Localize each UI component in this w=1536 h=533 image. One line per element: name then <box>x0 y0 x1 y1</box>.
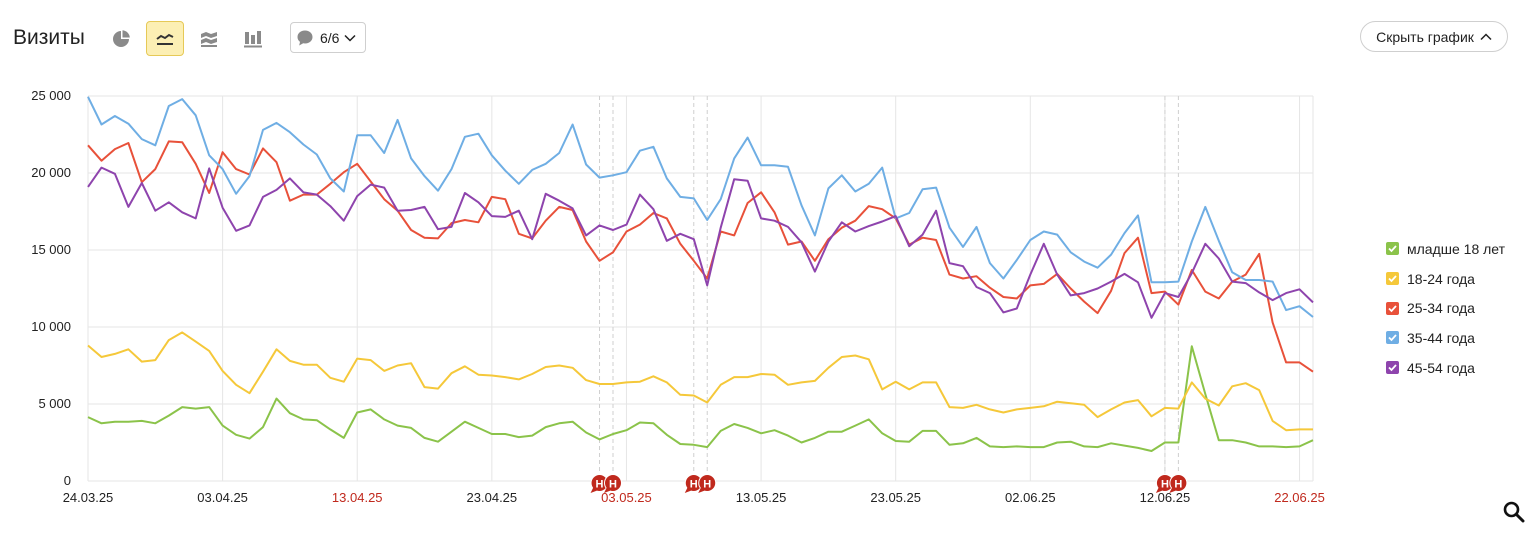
x-tick-label: 23.05.25 <box>870 490 921 505</box>
legend-checkbox[interactable] <box>1386 272 1399 286</box>
bar-chart-button[interactable] <box>234 21 272 56</box>
legend-label: младше 18 лет <box>1407 240 1506 257</box>
y-tick-label: 5 000 <box>38 396 71 411</box>
marker-label: Н <box>1174 479 1182 491</box>
bar-chart-icon <box>244 30 262 47</box>
marker-tail <box>698 487 707 493</box>
hide-chart-label: Скрыть график <box>1376 28 1474 45</box>
legend-item[interactable]: младше 18 лет <box>1386 234 1505 264</box>
legend-item[interactable]: 18-24 года <box>1386 264 1505 294</box>
check-icon <box>1388 305 1397 313</box>
x-tick-label: 13.04.25 <box>332 490 383 505</box>
pie-chart-button[interactable] <box>102 21 140 56</box>
legend-label: 35-44 года <box>1407 329 1475 346</box>
speech-bubble-icon <box>297 30 313 45</box>
y-tick-label: 15 000 <box>31 242 71 257</box>
legend-label: 18-24 года <box>1407 270 1475 287</box>
marker-label: Н <box>703 479 711 491</box>
marker-circle <box>1169 474 1188 492</box>
check-icon <box>1388 245 1397 253</box>
y-tick-label: 25 000 <box>31 88 71 103</box>
marker-circle <box>604 474 622 492</box>
marker-label: Н <box>596 479 604 491</box>
legend-checkbox[interactable] <box>1386 331 1399 345</box>
check-icon <box>1388 334 1397 342</box>
note-marker: Н <box>1169 474 1188 493</box>
notes-dropdown[interactable]: 6/6 <box>290 22 366 53</box>
series-line-4 <box>87 96 1314 318</box>
x-tick-label: 22.06.25 <box>1274 490 1325 505</box>
y-tick-label: 0 <box>64 473 71 488</box>
area-chart-icon <box>201 31 217 47</box>
check-icon <box>1388 364 1397 372</box>
pie-chart-icon <box>113 29 130 47</box>
chevron-down-icon <box>344 34 356 42</box>
search-icon <box>1503 501 1525 523</box>
hide-chart-button[interactable]: Скрыть график <box>1360 21 1508 52</box>
marker-circle <box>698 474 717 492</box>
series-line-2 <box>87 331 1313 432</box>
marker-tail <box>684 487 693 493</box>
line-chart-button[interactable] <box>146 21 184 56</box>
line-chart-icon <box>156 33 174 45</box>
x-tick-label: 13.05.25 <box>736 490 787 505</box>
x-tick-label: 02.06.25 <box>1005 490 1056 505</box>
notes-count: 6/6 <box>320 29 340 46</box>
marker-label: Н <box>690 479 698 491</box>
legend-checkbox[interactable] <box>1386 361 1399 375</box>
search-button[interactable] <box>1502 500 1526 529</box>
note-marker: Н <box>590 474 609 493</box>
chart-legend: младше 18 лет 18-24 года 25-34 года 35-44 г… <box>1386 234 1505 382</box>
x-tick-label: 03.04.25 <box>197 490 248 505</box>
marker-tail <box>1155 487 1164 493</box>
note-marker: Н <box>604 474 622 493</box>
series-line-5 <box>87 166 1314 319</box>
x-tick-label: 23.04.25 <box>467 490 518 505</box>
x-tick-label: 12.06.25 <box>1140 490 1191 505</box>
y-tick-label: 10 000 <box>31 319 71 334</box>
legend-item[interactable]: 45-54 года <box>1386 353 1505 383</box>
legend-checkbox[interactable] <box>1386 301 1399 315</box>
marker-label: Н <box>1161 479 1169 491</box>
y-tick-label: 20 000 <box>31 165 71 180</box>
legend-item[interactable]: 35-44 года <box>1386 323 1505 353</box>
marker-tail <box>604 487 612 493</box>
marker-label: Н <box>609 479 617 491</box>
legend-checkbox[interactable] <box>1386 242 1399 256</box>
x-tick-label: 03.05.25 <box>601 490 652 505</box>
area-chart-button[interactable] <box>190 21 228 56</box>
note-marker: Н <box>698 474 717 493</box>
page-title: Визиты <box>13 26 85 49</box>
check-icon <box>1388 275 1397 283</box>
legend-label: 25-34 года <box>1407 300 1475 317</box>
series-line-3 <box>87 140 1314 373</box>
legend-item[interactable]: 25-34 года <box>1386 293 1505 323</box>
marker-tail <box>1169 487 1178 493</box>
series-line-1 <box>87 345 1314 452</box>
note-marker: Н <box>1155 474 1174 493</box>
x-tick-label: 24.03.25 <box>63 490 114 505</box>
legend-label: 45-54 года <box>1407 359 1475 376</box>
chevron-up-icon <box>1480 32 1492 40</box>
marker-tail <box>590 487 599 493</box>
